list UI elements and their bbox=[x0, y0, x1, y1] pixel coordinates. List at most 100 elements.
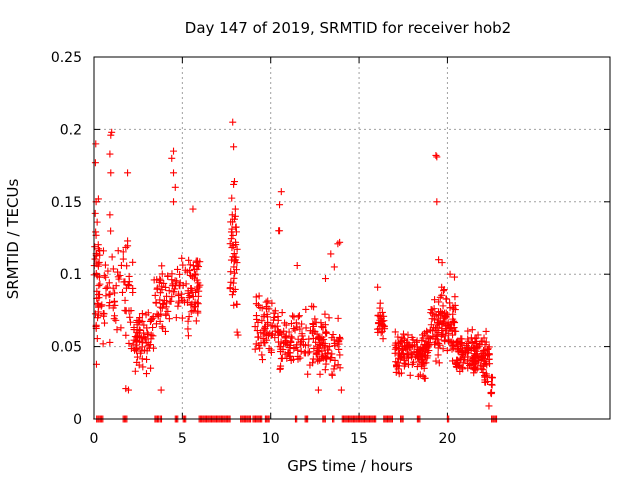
data-point bbox=[129, 284, 137, 292]
data-point bbox=[233, 245, 241, 253]
data-point bbox=[254, 333, 262, 341]
data-point bbox=[121, 296, 129, 304]
data-point bbox=[187, 308, 195, 316]
data-point bbox=[138, 310, 146, 318]
data-point bbox=[234, 331, 242, 339]
data-point bbox=[91, 243, 99, 251]
data-point bbox=[428, 315, 436, 323]
data-point bbox=[178, 314, 186, 322]
data-point bbox=[149, 323, 157, 331]
data-point bbox=[321, 275, 329, 283]
data-point bbox=[122, 307, 130, 315]
data-point bbox=[141, 346, 149, 354]
data-point bbox=[479, 362, 487, 370]
data-point bbox=[270, 316, 278, 324]
data-point bbox=[162, 311, 170, 319]
data-point bbox=[397, 369, 405, 377]
data-point bbox=[158, 304, 166, 312]
data-point bbox=[316, 356, 324, 364]
data-point bbox=[122, 331, 130, 339]
data-point bbox=[156, 317, 164, 325]
data-point bbox=[296, 354, 304, 362]
data-point bbox=[95, 294, 103, 302]
data-point bbox=[391, 345, 399, 353]
data-point bbox=[192, 258, 200, 266]
data-point bbox=[334, 314, 342, 322]
data-point bbox=[139, 338, 147, 346]
data-point bbox=[138, 334, 146, 342]
data-point bbox=[94, 195, 102, 203]
data-point bbox=[278, 354, 286, 362]
data-point bbox=[267, 322, 275, 330]
data-point bbox=[95, 282, 103, 290]
data-point bbox=[192, 317, 200, 325]
data-point bbox=[290, 345, 298, 353]
data-point bbox=[432, 357, 440, 365]
data-point bbox=[159, 324, 167, 332]
data-point bbox=[418, 347, 426, 355]
data-point bbox=[156, 276, 164, 284]
data-point bbox=[170, 198, 178, 206]
data-point bbox=[133, 344, 141, 352]
data-point bbox=[316, 370, 324, 378]
data-point bbox=[184, 289, 192, 297]
data-point bbox=[302, 324, 310, 332]
data-point bbox=[183, 268, 191, 276]
data-point bbox=[178, 254, 186, 262]
data-point bbox=[479, 348, 487, 356]
data-point bbox=[122, 385, 130, 393]
data-point bbox=[481, 373, 489, 381]
data-point bbox=[282, 332, 290, 340]
data-point bbox=[261, 339, 269, 347]
data-point bbox=[335, 340, 343, 348]
data-point bbox=[258, 351, 266, 359]
data-point bbox=[328, 371, 336, 379]
data-point bbox=[176, 270, 184, 278]
data-point bbox=[156, 289, 164, 297]
data-point bbox=[119, 288, 127, 296]
data-point bbox=[470, 344, 478, 352]
data-point bbox=[155, 311, 163, 319]
data-point bbox=[107, 131, 115, 139]
data-point bbox=[110, 315, 118, 323]
data-point bbox=[263, 303, 271, 311]
data-point bbox=[438, 259, 446, 267]
data-point bbox=[162, 283, 170, 291]
data-point bbox=[158, 262, 166, 270]
data-point bbox=[124, 169, 132, 177]
data-point bbox=[138, 355, 146, 363]
data-point bbox=[106, 338, 114, 346]
x-tick-label: 0 bbox=[90, 431, 99, 447]
data-point bbox=[471, 364, 479, 372]
data-point bbox=[408, 353, 416, 361]
data-point bbox=[472, 352, 480, 360]
data-point bbox=[395, 339, 403, 347]
data-point bbox=[331, 339, 339, 347]
data-point bbox=[227, 235, 235, 243]
data-point bbox=[297, 347, 305, 355]
data-point bbox=[179, 261, 187, 269]
data-point bbox=[392, 358, 400, 366]
data-point bbox=[468, 326, 476, 334]
data-point bbox=[487, 389, 495, 397]
data-point bbox=[257, 329, 265, 337]
data-point bbox=[308, 329, 316, 337]
data-point bbox=[258, 356, 266, 364]
data-point bbox=[376, 312, 384, 320]
data-point bbox=[379, 335, 387, 343]
data-point bbox=[444, 330, 452, 338]
data-point bbox=[254, 319, 262, 327]
data-point bbox=[467, 360, 475, 368]
data-point bbox=[91, 159, 99, 167]
data-point bbox=[292, 319, 300, 327]
data-point bbox=[194, 300, 202, 308]
data-point bbox=[328, 334, 336, 342]
data-point bbox=[403, 346, 411, 354]
data-point bbox=[233, 328, 241, 336]
data-point bbox=[93, 287, 101, 295]
data-point bbox=[133, 328, 141, 336]
data-point bbox=[124, 280, 132, 288]
data-point bbox=[276, 227, 284, 235]
data-point bbox=[433, 198, 441, 206]
